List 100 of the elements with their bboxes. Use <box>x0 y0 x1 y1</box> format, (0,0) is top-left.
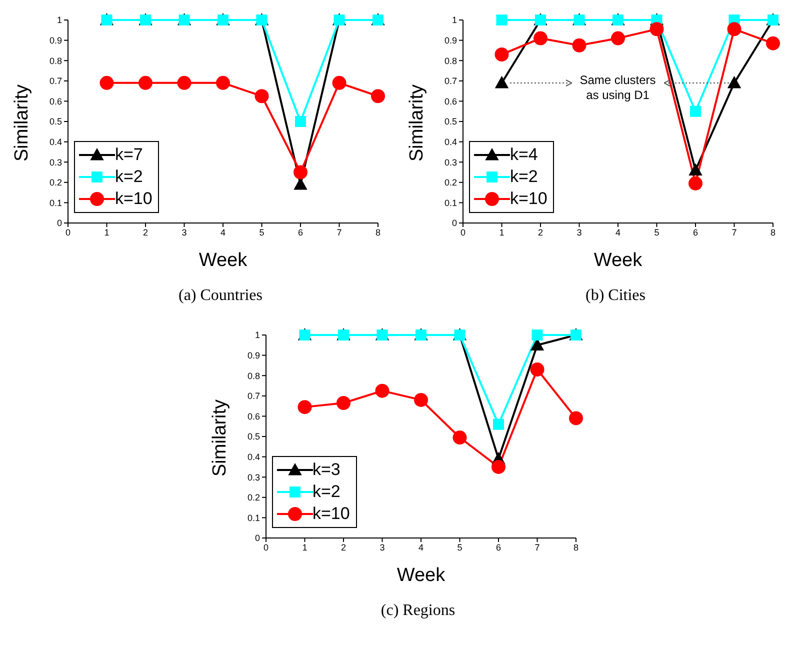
y-tick-label: 1 <box>56 15 62 26</box>
x-tick-label: 6 <box>298 227 304 238</box>
point <box>688 176 702 190</box>
point <box>689 164 702 176</box>
x-tick-label: 0 <box>262 542 268 552</box>
y-tick-label: 0.6 <box>444 96 457 106</box>
y-tick-label: 1 <box>254 330 260 340</box>
x-axis-title: Week <box>198 250 248 271</box>
x-tick-label: 7 <box>732 227 737 238</box>
point <box>728 76 741 88</box>
y-tick-label: 0.5 <box>444 116 457 127</box>
y-tick-label: 0.3 <box>444 157 457 168</box>
x-tick-label: 3 <box>379 542 384 552</box>
legend-label: k=7 <box>115 144 143 166</box>
point <box>294 165 308 180</box>
y-axis-title: Similarity <box>12 84 33 162</box>
x-axis-title: Week <box>396 565 446 586</box>
y-tick-label: 0.8 <box>246 370 260 381</box>
point <box>332 76 346 90</box>
y-tick-label: 0.7 <box>444 76 457 86</box>
point <box>530 338 544 350</box>
legend-label: k=2 <box>115 166 143 188</box>
x-tick-label: 4 <box>615 227 621 238</box>
x-tick-label: 1 <box>302 542 307 552</box>
point <box>495 76 508 88</box>
x-tick-label: 0 <box>65 227 71 238</box>
y-axis-title: Similarity <box>209 398 230 476</box>
y-tick-label: 0 <box>56 218 62 228</box>
point <box>452 430 466 445</box>
y-tick-label: 0.3 <box>49 157 62 168</box>
point <box>295 116 306 127</box>
x-tick-label: 2 <box>340 542 346 552</box>
legend-label: k=2 <box>510 166 538 188</box>
point <box>727 22 742 36</box>
x-tick-label: 2 <box>538 227 544 238</box>
y-tick-label: 0.4 <box>444 136 457 147</box>
y-tick-label: 0.9 <box>444 35 457 46</box>
y-tick-label: 0.4 <box>49 136 62 147</box>
point <box>138 76 152 90</box>
point <box>100 76 114 90</box>
x-tick-label: 1 <box>499 227 504 238</box>
x-tick-label: 5 <box>259 227 264 238</box>
legend-label: k=10 <box>510 188 548 210</box>
y-tick-label: 0.7 <box>49 76 62 86</box>
point <box>297 400 312 414</box>
y-tick-label: 0 <box>254 533 260 544</box>
point <box>336 396 350 410</box>
point <box>216 76 230 90</box>
y-tick-label: 0.1 <box>444 198 457 208</box>
legend-label: k=4 <box>510 144 538 166</box>
legend-label: k=3 <box>312 459 340 481</box>
point <box>690 106 701 117</box>
x-tick-label: 8 <box>770 227 776 238</box>
x-tick-label: 7 <box>336 227 342 238</box>
y-tick-label: 1 <box>452 15 457 26</box>
y-tick-label: 0.6 <box>246 411 260 422</box>
point <box>294 178 307 190</box>
x-tick-label: 1 <box>104 227 110 238</box>
legend-label: k=2 <box>312 481 340 503</box>
y-tick-label: 0.5 <box>246 432 260 442</box>
y-tick-label: 0.1 <box>246 512 260 523</box>
text: (c) Regions <box>380 602 456 620</box>
y-tick-label: 0.3 <box>246 472 260 482</box>
text: (b) Cities <box>584 287 646 305</box>
point <box>611 31 625 46</box>
point <box>531 330 542 340</box>
y-tick-label: 0 <box>452 218 457 228</box>
x-tick-label: 5 <box>456 542 462 552</box>
x-tick-label: 4 <box>418 542 424 552</box>
y-tick-label: 0.5 <box>49 116 62 127</box>
y-tick-label: 0.6 <box>49 96 62 106</box>
point <box>177 76 192 90</box>
x-tick-label: 4 <box>220 227 226 238</box>
point <box>568 411 582 426</box>
x-tick-label: 8 <box>572 542 578 552</box>
point <box>371 89 385 104</box>
x-tick-label: 7 <box>534 542 540 552</box>
y-tick-label: 0.7 <box>246 391 260 402</box>
x-tick-label: 6 <box>692 227 698 238</box>
x-tick-label: 0 <box>460 227 466 238</box>
y-tick-label: 0.4 <box>246 452 260 462</box>
x-tick-label: 5 <box>654 227 660 238</box>
point <box>254 89 269 104</box>
legend-label: k=10 <box>115 188 152 210</box>
x-axis-title: Week <box>594 250 643 271</box>
y-tick-label: 0.8 <box>49 56 62 66</box>
point <box>650 22 664 36</box>
y-tick-label: 0.9 <box>49 35 62 46</box>
legend-label: k=10 <box>312 503 350 525</box>
x-tick-label: 3 <box>576 227 582 238</box>
point <box>530 362 544 377</box>
point <box>494 48 509 62</box>
point <box>492 418 504 430</box>
x-tick-label: 8 <box>375 227 381 238</box>
y-tick-label: 0.2 <box>246 492 260 503</box>
y-axis-title: Similarity <box>406 84 428 162</box>
point <box>496 14 508 26</box>
y-tick-label: 0.9 <box>246 350 260 360</box>
point <box>766 36 780 50</box>
text: (a) Countries <box>178 287 264 305</box>
